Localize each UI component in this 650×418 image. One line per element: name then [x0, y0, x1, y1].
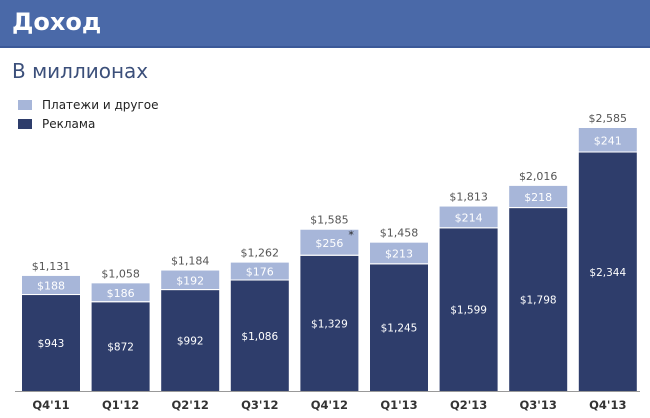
bar-ads-1 [91, 302, 150, 391]
bar-ads-0 [22, 295, 80, 391]
data-label-payments-0: $188 [37, 279, 65, 292]
data-label-ads-4: $1,329 [311, 318, 348, 330]
bar-payments-2 [161, 270, 220, 290]
data-label-payments-8: $241 [594, 134, 622, 147]
legend-item-ads: Реклама [18, 114, 159, 133]
data-label-payments-1: $186 [107, 287, 135, 300]
data-label-ads-5: $1,245 [381, 323, 418, 335]
total-label-7: $2,016 [519, 170, 558, 183]
page-title: Доход [12, 8, 102, 36]
x-tick-label-2: Q2'12 [172, 398, 209, 412]
data-label-payments-5: $213 [385, 247, 413, 260]
data-label-ads-8: $2,344 [589, 267, 626, 279]
total-label-2: $1,184 [171, 255, 210, 268]
header-bar: Доход [0, 0, 650, 48]
bar-payments-7 [509, 185, 568, 208]
data-label-payments-3: $176 [246, 266, 274, 279]
bar-payments-3 [230, 262, 289, 280]
legend-label-payments: Платежи и другое [42, 97, 159, 112]
legend-label-ads: Реклама [42, 116, 96, 131]
chart-subtitle: В миллионах [12, 59, 149, 83]
data-label-payments-2: $192 [176, 274, 204, 287]
x-tick-label-1: Q1'12 [102, 398, 139, 412]
bar-ads-8 [578, 152, 637, 391]
x-tick-label-5: Q1'13 [380, 398, 417, 412]
total-label-6: $1,813 [449, 191, 488, 204]
data-label-payments-6: $214 [455, 211, 483, 224]
x-tick-label-7: Q3'13 [520, 398, 557, 412]
x-tick-label-0: Q4'11 [32, 398, 69, 412]
bar-payments-6 [439, 206, 498, 228]
bar-payments-8 [578, 128, 637, 152]
bar-ads-4 [300, 255, 359, 391]
bar-ads-3 [230, 280, 289, 391]
data-label-payments-7: $218 [524, 191, 552, 204]
data-label-ads-2: $992 [177, 336, 204, 348]
bar-ads-5 [370, 264, 428, 391]
x-tick-label-3: Q3'12 [241, 398, 278, 412]
legend-swatch-payments [18, 99, 32, 110]
bar-ads-2 [161, 290, 220, 391]
chart-legend: Платежи и другое Реклама [18, 95, 159, 133]
total-label-4: $1,585 [310, 214, 349, 227]
data-label-ads-7: $1,798 [520, 295, 557, 307]
total-label-8: $2,585 [589, 112, 628, 125]
x-tick-label-4: Q4'12 [311, 398, 348, 412]
total-label-3: $1,262 [241, 247, 280, 260]
bar-ads-6 [439, 228, 498, 391]
legend-swatch-ads [18, 118, 32, 129]
bar-payments-1 [91, 283, 150, 302]
total-label-5: $1,458 [380, 227, 419, 240]
data-label-ads-1: $872 [107, 342, 134, 354]
bar-payments-0 [22, 275, 80, 295]
annotation-asterisk: * [348, 229, 354, 242]
bar-payments-4 [300, 229, 359, 255]
total-label-0: $1,131 [32, 260, 71, 273]
x-tick-label-6: Q2'13 [450, 398, 487, 412]
legend-item-payments: Платежи и другое [18, 95, 159, 114]
data-label-ads-6: $1,599 [450, 305, 487, 317]
x-tick-label-8: Q4'13 [589, 398, 626, 412]
data-label-payments-4: $256 [315, 237, 343, 250]
bar-payments-5 [370, 242, 428, 264]
total-label-1: $1,058 [101, 267, 140, 280]
bar-ads-7 [509, 208, 568, 391]
data-label-ads-3: $1,086 [241, 331, 278, 343]
data-label-ads-0: $943 [38, 338, 65, 350]
